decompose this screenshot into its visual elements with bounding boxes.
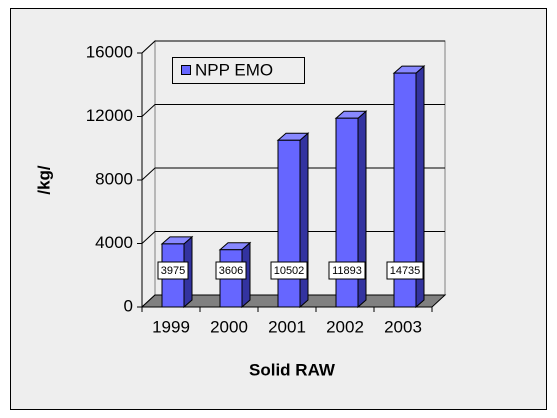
- x-tick-label: 2000: [210, 317, 248, 336]
- grid-line: [141, 104, 445, 117]
- bar-front: [393, 72, 417, 308]
- value-label-box: [386, 261, 424, 280]
- value-label: 3975: [161, 265, 185, 277]
- bar-front: [277, 139, 301, 308]
- legend-swatch: [181, 65, 191, 75]
- x-tick-label: 2002: [326, 317, 364, 336]
- x-axis-label: Solid RAW: [249, 360, 336, 379]
- value-label: 14735: [390, 265, 421, 277]
- x-tick-label: 2001: [268, 317, 306, 336]
- bar-side: [299, 132, 309, 309]
- y-tick-label: 4000: [95, 233, 133, 252]
- value-label-box: [157, 261, 189, 280]
- value-label: 11893: [332, 265, 362, 277]
- y-tick-label: 16000: [86, 42, 133, 61]
- grid-line: [141, 40, 445, 54]
- bar-front: [335, 117, 359, 308]
- value-label: 3606: [219, 265, 243, 277]
- y-tick-label: 12000: [86, 106, 133, 125]
- legend-box: [172, 57, 305, 84]
- value-label-box: [270, 261, 308, 280]
- value-label: 10502: [274, 265, 305, 277]
- x-tick-label: 2003: [384, 317, 422, 336]
- y-axis-label: /kg/: [34, 165, 53, 195]
- value-label-box: [215, 261, 247, 280]
- y-tick-label: 8000: [95, 169, 133, 188]
- bar: [276, 132, 310, 309]
- bar: [334, 110, 368, 309]
- y-tick-label: 0: [124, 296, 133, 315]
- bar: [392, 64, 426, 309]
- value-label-box: [328, 261, 366, 280]
- legend-label: NPP EMO: [195, 60, 273, 79]
- x-tick-label: 1999: [152, 317, 190, 336]
